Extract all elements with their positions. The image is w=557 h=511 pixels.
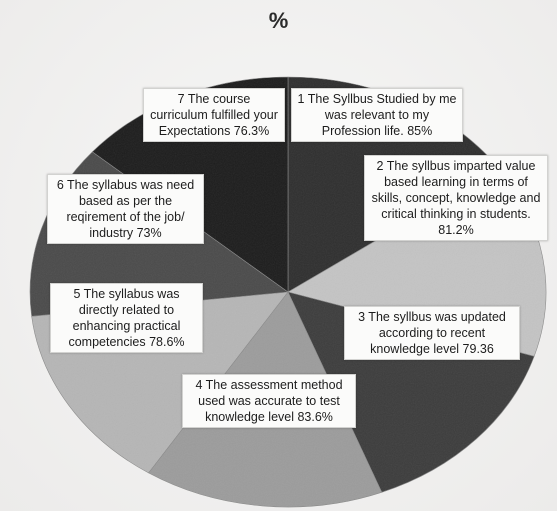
data-label-3: 3 The syllbus was updated according to r… [344, 306, 520, 360]
data-label-4: 4 The assessment method used was accurat… [182, 374, 356, 428]
data-label-1: 1 The Syllbus Studied by me was relevant… [291, 88, 463, 142]
data-label-6: 6 The syllabus was need based as per the… [47, 174, 204, 244]
data-label-5: 5 The syllabus was directly related to e… [50, 283, 203, 353]
chart-title: % [268, 8, 289, 33]
data-label-7: 7 The course curriculum fulfilled your E… [143, 88, 285, 142]
data-label-2: 2 The syllbus imparted value based learn… [364, 155, 548, 241]
